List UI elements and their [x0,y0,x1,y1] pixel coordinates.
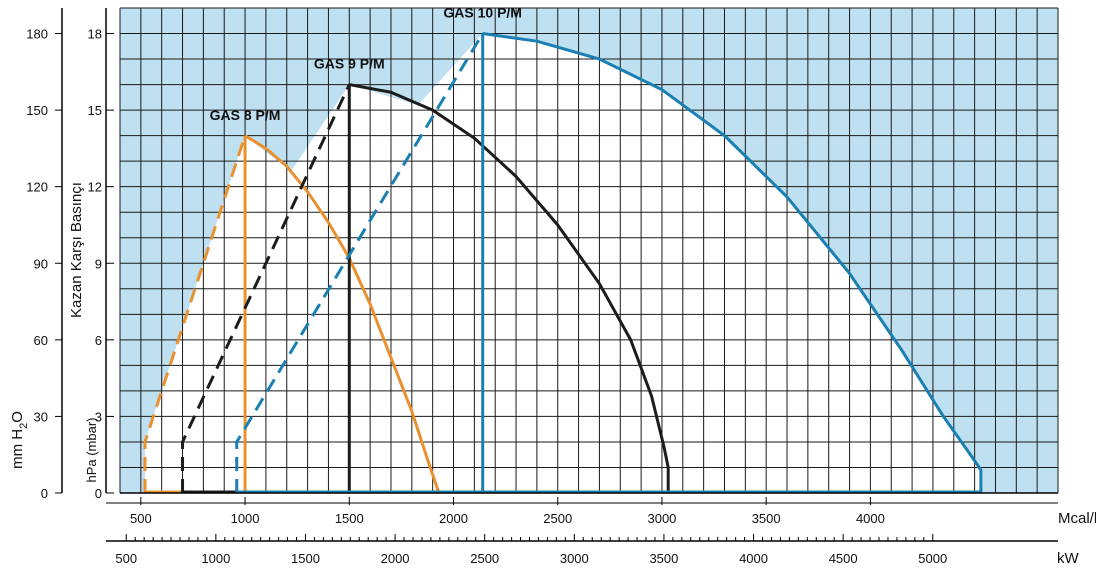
y-hpa-tick-label: 12 [88,180,102,195]
x-kw-tick-label: 3500 [649,551,678,566]
gas10-dashed-line [235,32,484,493]
y-mmh2o-tick-label: 30 [34,409,48,424]
series-label: GAS 8 P/M [210,107,281,123]
y-mmh2o-tick-label: 60 [34,333,48,348]
y-hpa-tick-label: 18 [88,27,102,42]
x-mcal-tick-label: 3000 [647,511,676,526]
y-hpa-axis-label: hPa (mbar) [84,417,99,482]
y-hpa-tick-label: 6 [95,333,102,348]
gas9-dashed-line [181,83,351,493]
y-mmh2o-axis-label: mm H2O [9,411,30,469]
y-mmh2o-tick-label: 0 [41,486,48,501]
x-mcal-unit: Mcal/h [1058,510,1096,527]
x-kw-tick-label: 5000 [918,551,947,566]
y-hpa-tick-label: 3 [95,409,102,424]
x-mcal-tick-label: 2000 [439,511,468,526]
x-mcal-tick-label: 2500 [543,511,572,526]
y-hpa-tick-label: 15 [88,103,102,118]
y-mmh2o-tick-label: 120 [26,180,48,195]
gas8-dashed-line [143,135,247,493]
x-mcal-tick-label: 1500 [335,511,364,526]
y-mmh2o-tick-label: 180 [26,27,48,42]
gas9-curve [349,83,670,493]
axes-layer [55,8,1058,542]
x-mcal-tick-label: 1000 [231,511,260,526]
x-mcal-tick-label: 500 [130,511,152,526]
series-layer [143,32,983,494]
x-kw-tick-label: 2000 [381,551,410,566]
y-hpa-tick-label: 9 [95,256,102,271]
x-kw-tick-label: 1000 [201,551,230,566]
y-mmh2o-tick-label: 150 [26,103,48,118]
gas10-curve [482,32,983,493]
y-hpa-tick-label: 0 [95,486,102,501]
y-mmh2o-tick-label: 90 [34,256,48,271]
series-label: GAS 10 P/M [443,5,522,21]
x-kw-tick-label: 500 [115,551,137,566]
x-kw-tick-label: 2500 [470,551,499,566]
y-axis-title: Kazan Karşı Basınçı [68,182,85,318]
x-kw-unit: kW [1057,550,1080,567]
x-kw-tick-label: 3000 [560,551,589,566]
x-kw-tick-label: 4500 [829,551,858,566]
x-mcal-tick-label: 3500 [752,511,781,526]
x-kw-tick-label: 4000 [739,551,768,566]
x-kw-tick-label: 1500 [291,551,320,566]
series-label: GAS 9 P/M [314,56,385,72]
x-mcal-tick-label: 4000 [856,511,885,526]
